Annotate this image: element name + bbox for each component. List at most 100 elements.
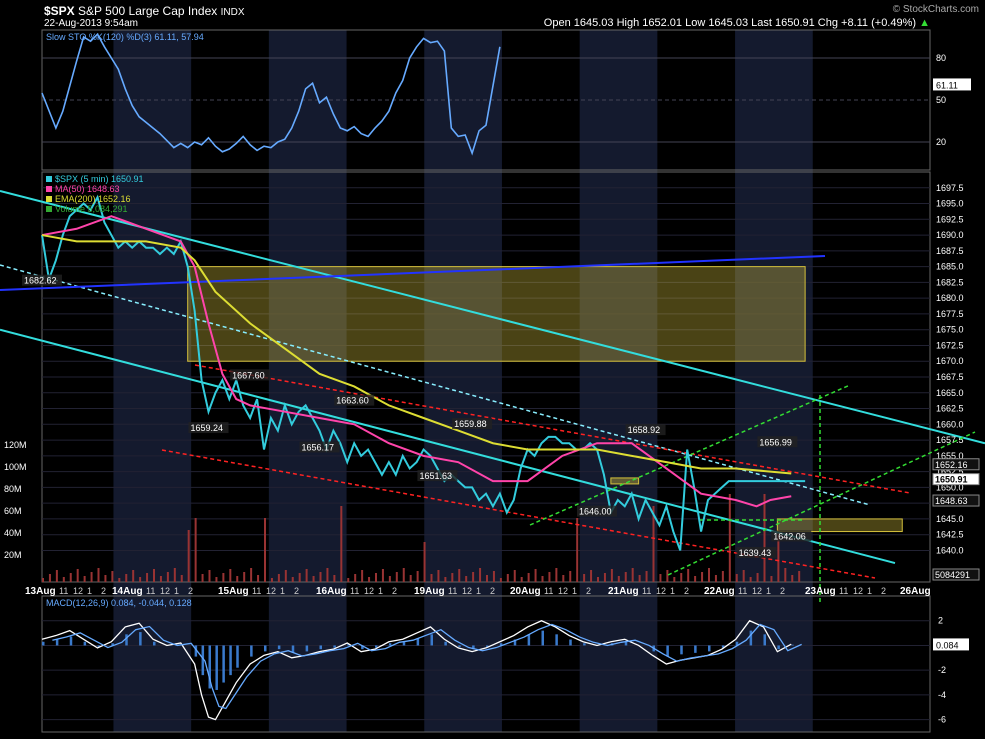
volume-bar [576,518,579,582]
price-tick-label: 1665.0 [936,388,964,398]
macd-tick-label: -6 [938,715,946,725]
sto-last-box [933,78,971,91]
volume-bar [777,530,780,582]
volume-tick-label: 120M [4,440,27,450]
hour-tick-label: 11 [738,586,747,596]
volume-tick-label: 60M [4,506,22,516]
upper-channel-line [0,189,985,445]
macd-legend: MACD(12,26,9) 0.084, -0.044, 0.128 [46,598,192,608]
macd-histogram-bar [139,632,142,646]
hour-tick-label: 11 [146,586,155,596]
macd-histogram-bar [222,645,225,683]
hour-tick-label: 2 [392,586,397,596]
volume-bar [375,573,377,582]
chart-header-left: $SPX S&P 500 Large Cap Index INDX [44,4,245,18]
macd-histogram-bar [361,645,364,650]
macd-histogram-bar [458,645,461,647]
volume-bar [541,576,544,582]
macd-histogram-bar [680,645,683,655]
volume-bar [728,494,731,582]
chg-up-icon: ▲ [919,17,930,29]
price-annotation: 1667.60 [232,370,265,380]
price-annotation: 1651.63 [419,471,452,481]
date-tick-label: 13Aug [25,586,56,597]
macd-histogram-bar [319,645,322,650]
volume-bar [395,572,398,582]
macd-histogram-bar [277,645,281,650]
macd-histogram-bar [444,641,447,646]
volume-bar [409,575,412,582]
price-annotation-bg [22,274,62,286]
macd-tick-label: 2 [938,616,943,626]
price-annotation-bg [736,547,777,559]
date-tick-label: 15Aug [218,586,249,597]
macd-histogram-bar [83,641,87,646]
volume-bar [458,569,461,582]
volume-bar [416,571,419,582]
hour-tick-label: 11 [448,586,457,596]
hour-tick-label: 1 [572,586,577,596]
price-annotation-bg [452,418,493,430]
price-tick-label: 1672.5 [936,340,964,350]
price-legend-item: $SPX (5 min) 1650.91 [55,174,144,184]
price-tick-label: 1640.0 [936,545,964,555]
volume-bar [333,575,336,582]
macd-histogram-bar [69,636,73,646]
volume-bar [472,572,475,582]
red-upper-line [194,364,911,494]
volume-bar [694,576,697,582]
volume-bar [423,542,426,582]
macd-histogram-bar [194,645,198,657]
price-right-box [932,458,980,471]
date-tick-label: 26Aug [900,586,931,597]
hour-tick-label: 2 [780,586,785,596]
volume-bar [222,573,225,582]
hour-tick-label: 12 [73,586,83,596]
macd-signal-line [52,623,802,710]
macd-histogram-bar [125,634,128,646]
volume-bar [513,570,516,582]
volume-bar [368,577,371,582]
macd-histogram-bar [708,645,711,652]
legend-swatch [46,196,52,202]
price-tick-label: 1697.5 [936,183,964,193]
volume-bar [90,572,93,582]
volume-bar [638,575,641,582]
date-tick-label: 20Aug [510,586,541,597]
price-annotation: 1656.99 [759,437,792,447]
volume-bar [402,568,405,582]
volume-bar [243,572,246,582]
panel-frame [41,595,931,733]
volume-bar [250,568,253,582]
green-upper-line [529,384,851,526]
price-tick-label: 1675.0 [936,325,964,335]
ticker-symbol: $SPX [44,4,75,18]
date-tick-label: 21Aug [608,586,639,597]
macd-histogram-bar [472,645,475,650]
macd-histogram-bar [333,645,336,648]
date-tick-label: 19Aug [414,586,445,597]
volume-bar [451,573,454,582]
volume-bar [291,577,294,582]
macd-histogram-bar [236,645,239,668]
price-annotation: 1646.00 [579,507,612,517]
blue-trend-line [0,255,826,291]
macd-histogram-bar [527,634,531,646]
day-shade [113,30,192,732]
volume-bar [603,573,606,582]
volume-bar [791,575,794,582]
index-name: S&P 500 Large Cap Index [78,4,218,18]
macd-histogram-bar [541,630,544,646]
hour-tick-label: 12 [160,586,170,596]
day-shade [735,30,813,732]
macd-histogram-bar [513,639,517,646]
sto-tick-label: 50 [936,95,946,105]
volume-bar [708,568,710,582]
volume-bar [701,572,704,582]
macd-histogram-bar [749,630,753,646]
hour-tick-label: 12 [364,586,374,596]
macd-histogram-bar [201,645,205,676]
day-shade [579,30,658,732]
macd-histogram-bar [55,639,59,646]
sto-line [41,32,501,156]
